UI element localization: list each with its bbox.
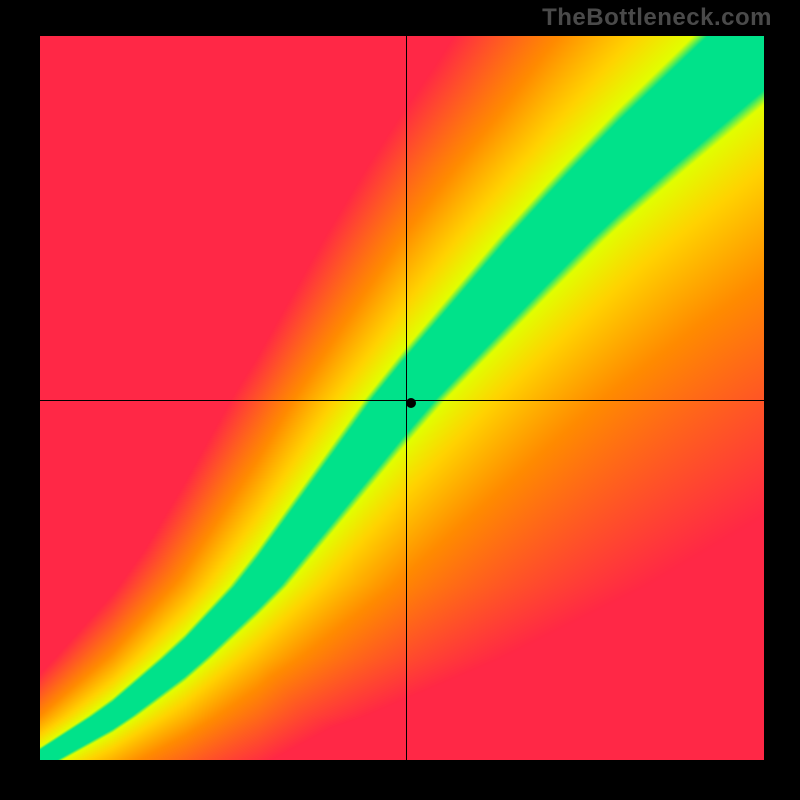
crosshair-vertical — [406, 36, 407, 760]
crosshair-horizontal — [40, 400, 764, 401]
heatmap-canvas — [40, 36, 764, 760]
watermark-text: TheBottleneck.com — [542, 4, 772, 32]
data-point-marker — [406, 398, 416, 408]
heatmap-plot — [40, 36, 764, 760]
